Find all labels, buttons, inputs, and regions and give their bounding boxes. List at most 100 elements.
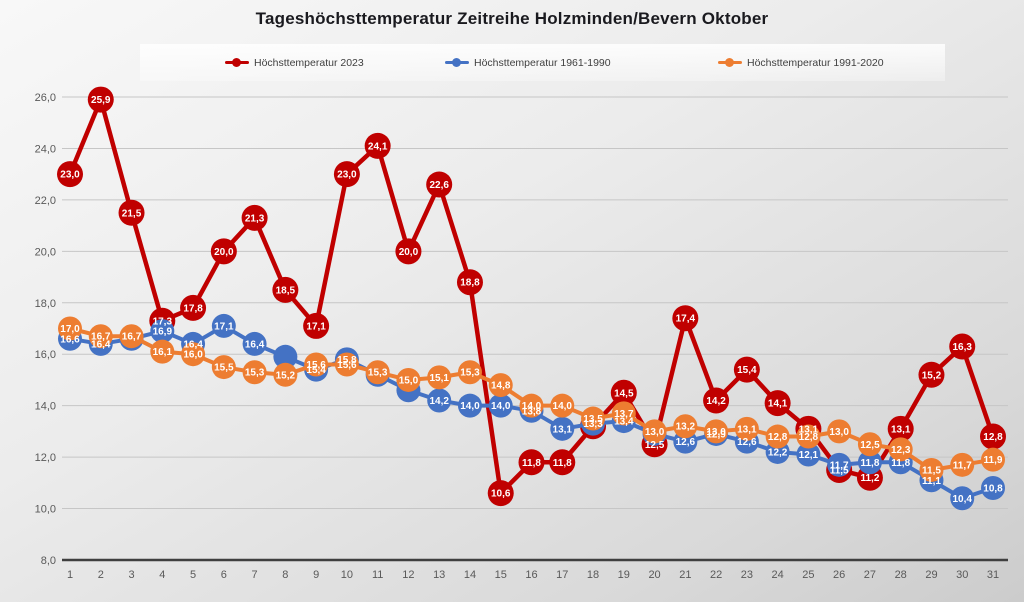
data-point-label: 11,5 — [830, 465, 849, 476]
data-point-label: 17,1 — [306, 321, 326, 332]
data-point-marker — [919, 457, 944, 482]
data-point-label: 24,1 — [368, 141, 388, 152]
data-point-marker — [242, 360, 267, 385]
data-point-label: 16,4 — [91, 339, 111, 350]
data-point-label: 15,8 — [337, 355, 357, 366]
data-point-marker — [980, 423, 1006, 450]
data-point-label: 13,8 — [522, 406, 542, 417]
data-point-label: 16,7 — [122, 332, 142, 343]
data-point-marker — [457, 360, 482, 385]
data-point-marker — [180, 294, 207, 321]
y-tick-label: 14,0 — [35, 401, 56, 413]
data-point-marker — [457, 393, 482, 418]
x-tick-label: 4 — [159, 569, 165, 581]
data-point-label: 12,1 — [799, 450, 819, 461]
data-point-marker — [765, 424, 790, 449]
data-point-marker — [456, 269, 483, 296]
data-point-label: 22,6 — [429, 180, 449, 191]
data-point-marker — [733, 356, 760, 383]
data-point-marker — [887, 415, 914, 442]
data-point-label: 18,5 — [276, 285, 296, 296]
x-tick-label: 21 — [679, 569, 691, 581]
x-tick-label: 11 — [372, 569, 383, 581]
data-point-label: 14,5 — [614, 388, 634, 399]
data-point-label: 12,8 — [768, 432, 788, 443]
data-point-marker — [488, 393, 513, 418]
legend-label-2023: Höchsttemperatur 2023 — [254, 56, 364, 69]
x-tick-label: 9 — [313, 569, 319, 581]
data-point-label: 20,0 — [399, 247, 419, 258]
x-tick-label: 16 — [525, 569, 537, 581]
data-point-label: 15,3 — [460, 368, 480, 379]
data-point-marker — [827, 419, 852, 444]
data-point-marker — [427, 388, 452, 413]
data-point-marker — [981, 475, 1005, 500]
data-point-label: 11,7 — [830, 460, 849, 471]
y-tick-label: 16,0 — [35, 349, 56, 361]
data-point-marker — [610, 379, 637, 406]
data-point-label: 14,2 — [429, 396, 449, 407]
data-point-label: 13,1 — [553, 424, 573, 435]
data-point-marker — [888, 437, 913, 462]
data-point-label: 14,0 — [553, 401, 573, 412]
data-point-label: 15,0 — [399, 375, 419, 386]
y-tick-label: 8,0 — [41, 555, 56, 567]
data-point-label: 11,8 — [891, 458, 910, 469]
data-point-label: 14,0 — [522, 401, 542, 412]
data-point-label: 11,1 — [922, 476, 941, 487]
x-tick-label: 2 — [98, 569, 104, 581]
data-point-label: 12,2 — [768, 447, 788, 458]
x-tick-label: 12 — [402, 569, 414, 581]
data-point-marker — [273, 344, 298, 369]
data-point-label: 20,0 — [214, 247, 234, 258]
data-point-label: 10,6 — [491, 489, 511, 500]
x-tick-label: 24 — [772, 569, 784, 581]
data-point-label: 16,1 — [153, 347, 173, 358]
data-point-marker — [857, 432, 882, 457]
y-tick-label: 26,0 — [35, 92, 56, 104]
x-tick-label: 30 — [956, 569, 968, 581]
legend-marker-orange-icon — [718, 58, 742, 67]
data-point-label: 13,5 — [583, 414, 603, 425]
legend-item-1991-2020: Höchsttemperatur 1991-2020 — [718, 44, 884, 81]
data-point-label: 16,7 — [91, 332, 111, 343]
y-tick-label: 22,0 — [35, 195, 56, 207]
data-point-marker — [364, 132, 391, 159]
x-tick-label: 1 — [67, 569, 73, 581]
y-tick-label: 10,0 — [35, 504, 56, 516]
data-point-label: 12,5 — [645, 440, 665, 451]
data-point-marker — [334, 352, 359, 377]
data-point-marker — [673, 414, 698, 439]
data-point-label: 13,0 — [829, 427, 849, 438]
data-point-marker — [118, 199, 145, 226]
data-point-marker — [611, 401, 636, 426]
data-point-marker — [272, 276, 299, 303]
data-point-label: 11,8 — [860, 458, 879, 469]
data-point-marker — [981, 447, 1005, 472]
data-point-marker — [550, 416, 575, 441]
x-tick-label: 13 — [433, 569, 445, 581]
x-tick-label: 26 — [833, 569, 845, 581]
data-point-label: 11,8 — [522, 458, 541, 469]
x-tick-label: 3 — [128, 569, 134, 581]
data-point-marker — [950, 486, 975, 511]
data-point-label: 16,9 — [153, 327, 173, 338]
data-point-label: 12,8 — [983, 432, 1003, 443]
data-point-label: 15,1 — [429, 373, 449, 384]
data-point-marker — [58, 316, 82, 341]
data-point-label: 14,0 — [491, 401, 511, 412]
legend-item-2023: Höchsttemperatur 2023 — [225, 44, 364, 81]
data-point-label: 15,4 — [737, 365, 757, 376]
data-point-marker — [241, 204, 268, 231]
y-tick-label: 20,0 — [35, 246, 56, 258]
data-point-label: 16,6 — [60, 334, 80, 345]
x-tick-label: 28 — [895, 569, 907, 581]
data-point-label: 15,3 — [368, 368, 388, 379]
legend-label-1961-1990: Höchsttemperatur 1961-1990 — [474, 56, 611, 69]
x-tick-label: 29 — [925, 569, 937, 581]
legend-marker-blue-icon — [445, 58, 469, 67]
data-point-label: 13,0 — [645, 427, 665, 438]
x-tick-label: 14 — [464, 569, 476, 581]
data-point-label: 14,2 — [706, 396, 726, 407]
data-point-label: 13,1 — [737, 424, 757, 435]
